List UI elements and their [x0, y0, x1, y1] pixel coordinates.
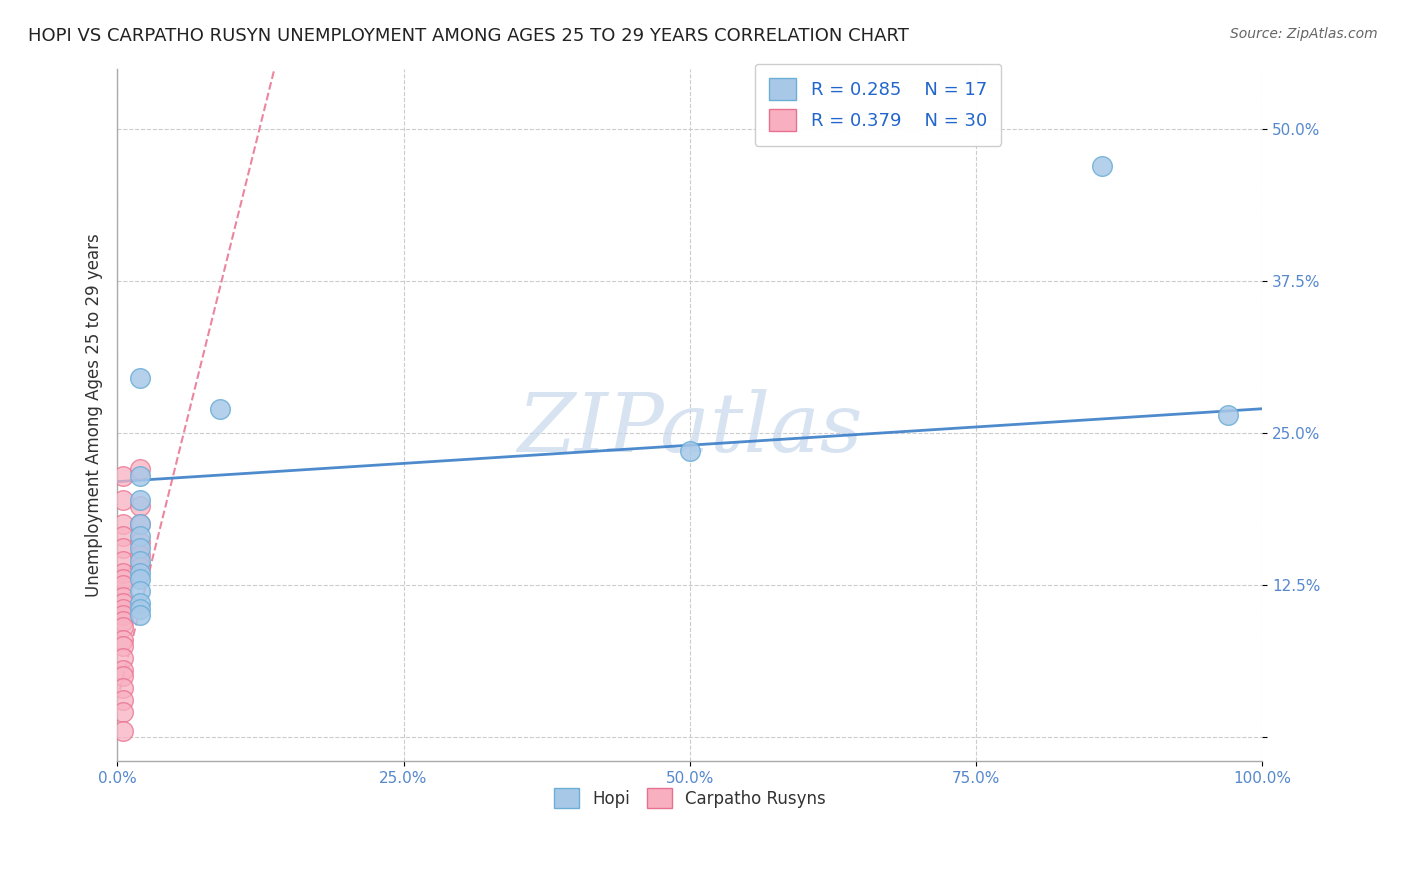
Point [129, 596, 152, 610]
Point [129, 559, 152, 574]
Point [129, 608, 152, 623]
Point [129, 499, 152, 513]
Point [111, 620, 134, 634]
Point [129, 541, 152, 556]
Point [111, 681, 134, 695]
Legend: Hopi, Carpatho Rusyns: Hopi, Carpatho Rusyns [547, 781, 832, 815]
Point [111, 669, 134, 683]
Point [111, 602, 134, 616]
Point [111, 650, 134, 665]
Point [129, 468, 152, 483]
Point [111, 566, 134, 580]
Point [111, 706, 134, 720]
Point [111, 663, 134, 677]
Point [129, 572, 152, 586]
Point [111, 517, 134, 532]
Point [111, 541, 134, 556]
Point [111, 632, 134, 647]
Point [129, 602, 152, 616]
Point [111, 693, 134, 707]
Point [129, 517, 152, 532]
Point [129, 371, 152, 385]
Point [129, 462, 152, 476]
Point [129, 566, 152, 580]
Point [111, 578, 134, 592]
Point [679, 444, 702, 458]
Point [1216, 408, 1239, 422]
Point [129, 584, 152, 599]
Point [129, 517, 152, 532]
Point [111, 590, 134, 604]
Point [111, 639, 134, 653]
Point [111, 723, 134, 738]
Point [111, 572, 134, 586]
Point [111, 608, 134, 623]
Point [111, 553, 134, 567]
Y-axis label: Unemployment Among Ages 25 to 29 years: Unemployment Among Ages 25 to 29 years [86, 233, 103, 597]
Point [111, 529, 134, 543]
Point [209, 401, 232, 416]
Point [1091, 159, 1114, 173]
Point [111, 468, 134, 483]
Text: HOPI VS CARPATHO RUSYN UNEMPLOYMENT AMONG AGES 25 TO 29 YEARS CORRELATION CHART: HOPI VS CARPATHO RUSYN UNEMPLOYMENT AMON… [28, 27, 910, 45]
Point [111, 596, 134, 610]
Point [129, 492, 152, 507]
Text: Source: ZipAtlas.com: Source: ZipAtlas.com [1230, 27, 1378, 41]
Point [111, 492, 134, 507]
Point [129, 553, 152, 567]
Point [129, 548, 152, 562]
Text: ZIPatlas: ZIPatlas [517, 389, 863, 468]
Point [129, 529, 152, 543]
Point [111, 615, 134, 629]
Point [129, 535, 152, 549]
